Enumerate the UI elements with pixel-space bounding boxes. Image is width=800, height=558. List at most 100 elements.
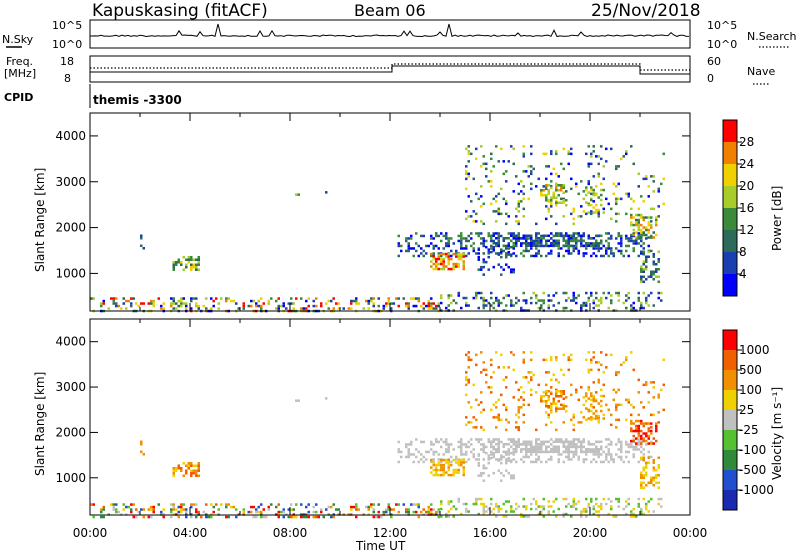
echo-cell [215, 503, 218, 506]
echo-cell [642, 263, 645, 266]
echo-cell [645, 466, 648, 469]
echo-cell [482, 202, 485, 206]
echo-cell [432, 244, 435, 248]
echo-cell [595, 453, 598, 456]
echo-cell [350, 508, 353, 511]
echo-cell [515, 220, 518, 223]
echo-cell [482, 304, 485, 307]
echo-cell [485, 373, 488, 377]
echo-cell [497, 443, 500, 446]
echo-cell [415, 455, 418, 459]
echo-cell [602, 417, 605, 420]
echo-cell [440, 502, 443, 506]
echo-cell [515, 242, 518, 245]
echo-cell [610, 440, 613, 444]
echo-cell [505, 247, 508, 250]
echo-cell [465, 371, 468, 374]
echo-cell [112, 508, 115, 511]
echo-cell [642, 466, 645, 469]
echo-cell [537, 232, 540, 235]
echo-cell [507, 500, 510, 503]
echo-cell [530, 239, 533, 242]
echo-cell [557, 407, 560, 410]
echo-cell [657, 268, 660, 271]
echo-cell [500, 440, 503, 444]
echo-cell [510, 445, 513, 448]
echo-cell [657, 456, 660, 459]
echo-cell [547, 505, 550, 508]
echo-cell [490, 296, 493, 300]
echo-cell [385, 510, 388, 514]
echo-cell [150, 505, 153, 509]
echo-cell [170, 297, 173, 300]
echo-cell [582, 232, 585, 235]
echo-cell [485, 260, 488, 264]
echo-cell [577, 215, 580, 218]
echo-cell [632, 232, 635, 235]
echo-cell [515, 440, 518, 443]
echo-cell [192, 263, 195, 266]
echo-cell [652, 253, 655, 256]
echo-cell [600, 157, 603, 161]
echo-cell [357, 302, 360, 305]
echo-cell [195, 263, 198, 266]
echo-cell [190, 464, 193, 467]
echo-cell [647, 255, 650, 258]
echo-cell [472, 426, 475, 429]
x-tick-label: 08:00 [273, 526, 308, 540]
echo-cell [595, 304, 598, 307]
echo-cell [172, 472, 175, 475]
echo-cell [487, 386, 490, 389]
echo-cell [172, 261, 175, 264]
echo-cell [505, 418, 508, 422]
colorbar-segment [723, 370, 737, 390]
echo-cell [430, 237, 433, 240]
echo-cell [482, 252, 485, 255]
echo-cell [625, 398, 628, 402]
echo-cell [575, 445, 578, 448]
echo-cell [387, 503, 390, 506]
echo-cell [490, 502, 493, 506]
echo-cell [505, 263, 508, 266]
echo-cell [602, 394, 605, 398]
echo-cell [600, 301, 603, 305]
echo-cell [640, 268, 643, 271]
echo-cell [647, 434, 650, 438]
echo-cell [540, 397, 543, 400]
echo-cell [562, 197, 565, 201]
echo-cell [647, 391, 650, 394]
echo-cell [640, 510, 643, 513]
echo-cell [465, 177, 468, 181]
echo-cell [592, 406, 595, 409]
echo-cell [547, 405, 550, 408]
echo-cell [437, 510, 440, 514]
echo-cell [552, 400, 555, 403]
echo-cell [632, 455, 635, 459]
echo-cell [575, 502, 578, 506]
echo-cell [610, 443, 613, 446]
echo-cell [555, 440, 558, 443]
echo-cell [455, 255, 458, 258]
echo-cell [430, 448, 433, 451]
echo-cell [115, 297, 118, 300]
echo-cell [572, 299, 575, 302]
echo-cell [632, 406, 635, 409]
echo-cell [312, 299, 315, 303]
echo-cell [557, 458, 560, 461]
echo-cell [480, 411, 483, 414]
echo-cell [500, 250, 503, 254]
echo-cell [630, 207, 633, 211]
echo-cell [457, 291, 460, 295]
echo-cell [477, 474, 480, 477]
echo-cell [590, 497, 593, 501]
echo-cell [465, 187, 468, 191]
echo-cell [457, 463, 460, 467]
echo-cell [497, 234, 500, 238]
echo-cell [522, 398, 525, 402]
echo-cell [637, 237, 640, 240]
echo-cell [597, 155, 600, 158]
echo-cell [482, 244, 485, 248]
y-tick-label: 1000 [55, 471, 86, 485]
echo-cell [522, 152, 525, 156]
echo-cell [492, 448, 495, 451]
